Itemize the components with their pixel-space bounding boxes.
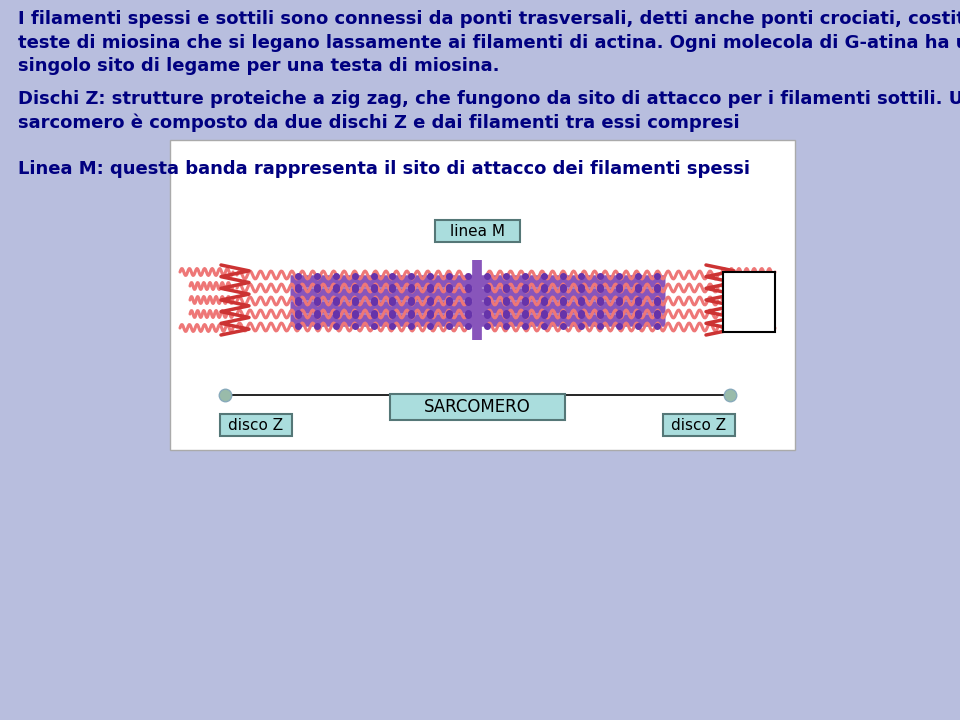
- Text: linea M: linea M: [449, 223, 505, 238]
- Text: disco Z: disco Z: [671, 418, 727, 433]
- Bar: [723, 272, 775, 332]
- Text: SARCOMERO: SARCOMERO: [424, 398, 531, 416]
- Text: Linea M: questa banda rappresenta il sito di attacco dei filamenti spessi: Linea M: questa banda rappresenta il sit…: [18, 160, 750, 178]
- Text: I filamenti spessi e sottili sono connessi da ponti trasversali, detti anche pon: I filamenti spessi e sottili sono connes…: [18, 10, 960, 75]
- Bar: [390, 394, 565, 420]
- Bar: [220, 414, 292, 436]
- Bar: [435, 220, 519, 242]
- Bar: [663, 414, 735, 436]
- Text: Dischi Z: strutture proteiche a zig zag, che fungono da sito di attacco per i fi: Dischi Z: strutture proteiche a zig zag,…: [18, 90, 960, 132]
- Text: disco Z: disco Z: [228, 418, 283, 433]
- Bar: [170, 140, 795, 450]
